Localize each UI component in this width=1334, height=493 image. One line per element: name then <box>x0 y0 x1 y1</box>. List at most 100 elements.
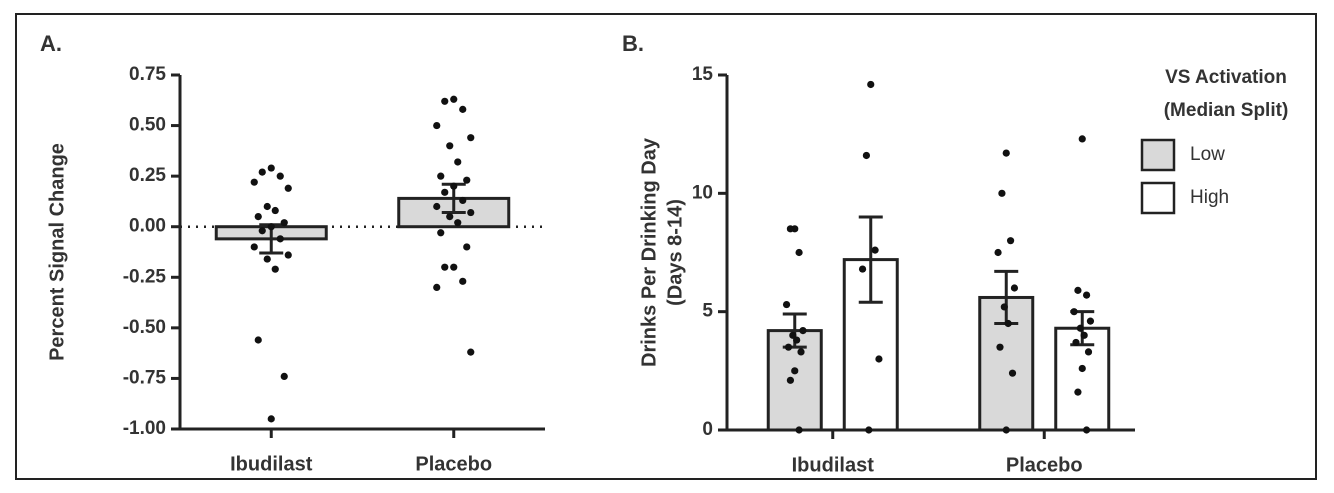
data-point <box>284 184 292 192</box>
data-point <box>280 372 288 381</box>
legend-label: Low <box>1190 144 1225 165</box>
data-point <box>1082 291 1091 299</box>
data-point <box>459 105 467 113</box>
x-tick-label: Ibudilast <box>792 454 875 476</box>
data-point <box>1076 324 1084 332</box>
data-point <box>450 263 458 271</box>
bar <box>766 329 823 432</box>
data-point <box>446 142 454 150</box>
legend-title: (Median Split) <box>1164 100 1289 121</box>
panel-label: B. <box>622 31 644 56</box>
data-point <box>459 196 467 205</box>
data-point <box>1008 369 1017 377</box>
data-point <box>782 300 791 309</box>
y-axis-label: Drinks Per Drinking Day <box>638 137 660 367</box>
x-tick-label: Placebo <box>415 453 492 475</box>
data-point <box>459 277 467 285</box>
y-tick-label: 0 <box>702 419 713 440</box>
data-point <box>862 151 871 160</box>
data-point <box>1074 388 1082 396</box>
y-tick-label: -0.50 <box>123 317 166 338</box>
data-point <box>276 235 284 243</box>
data-point <box>446 213 454 221</box>
data-point <box>795 248 803 257</box>
legend-label: High <box>1190 187 1229 208</box>
data-point <box>1086 317 1095 325</box>
data-point <box>1070 308 1078 316</box>
data-point <box>791 367 799 375</box>
legend-swatch <box>1140 181 1176 215</box>
data-point <box>865 426 873 434</box>
data-point <box>1010 284 1019 292</box>
data-point <box>1072 338 1080 347</box>
data-point <box>280 219 288 227</box>
data-point <box>441 263 449 271</box>
data-point <box>1084 348 1093 356</box>
y-tick-label: 0.00 <box>129 216 166 237</box>
y-tick-label: 5 <box>702 301 713 322</box>
data-point <box>463 176 471 184</box>
frame <box>15 13 1317 480</box>
data-point <box>271 265 279 273</box>
data-point <box>271 206 279 215</box>
data-point <box>267 415 275 423</box>
data-point <box>784 343 793 351</box>
panel-label: A. <box>40 31 62 56</box>
data-point <box>467 134 475 142</box>
data-point <box>1080 331 1088 339</box>
data-point <box>1004 319 1012 328</box>
data-point <box>258 227 266 235</box>
y-tick-label: 0.25 <box>129 165 166 186</box>
data-point <box>871 246 879 254</box>
data-point <box>433 283 441 291</box>
data-point <box>276 172 284 180</box>
data-point <box>437 172 445 180</box>
data-point <box>441 188 449 196</box>
data-point <box>1082 426 1091 434</box>
y-tick-label: -0.75 <box>123 367 167 388</box>
data-point <box>267 164 275 172</box>
x-tick-label: Placebo <box>1006 454 1083 476</box>
x-tick-label: Ibudilast <box>230 453 313 475</box>
y-tick-label: -0.25 <box>123 266 167 287</box>
data-point <box>1000 303 1008 311</box>
data-point <box>797 348 805 356</box>
y-tick-label: -1.00 <box>123 418 166 439</box>
data-point <box>437 229 445 237</box>
data-point <box>454 158 462 166</box>
data-point <box>467 208 475 217</box>
data-point <box>450 95 458 103</box>
data-point <box>433 121 441 130</box>
data-point <box>793 336 801 344</box>
y-tick-label: 15 <box>692 64 714 85</box>
data-point <box>284 251 292 259</box>
data-point <box>1006 237 1015 245</box>
data-point <box>1074 286 1082 294</box>
data-point <box>258 168 266 176</box>
data-point <box>463 243 471 251</box>
data-point <box>795 426 803 434</box>
data-point <box>250 243 258 251</box>
y-axis-label: (Days 8-14) <box>664 199 686 306</box>
data-point <box>998 189 1006 197</box>
y-axis-label: Percent Signal Change <box>46 143 68 361</box>
data-point <box>467 348 475 356</box>
data-point <box>994 248 1002 257</box>
data-point <box>433 202 441 211</box>
data-point <box>1078 135 1086 143</box>
data-point <box>799 327 807 335</box>
y-tick-label: 0.75 <box>129 64 166 85</box>
data-point <box>858 265 867 273</box>
data-point <box>1002 149 1010 157</box>
y-tick-label: 10 <box>692 182 713 203</box>
data-point <box>254 336 262 344</box>
data-point <box>450 182 458 190</box>
y-tick-label: 0.50 <box>129 115 166 136</box>
data-point <box>1002 426 1010 434</box>
data-point <box>1078 364 1086 373</box>
data-point <box>263 255 271 263</box>
legend-title: VS Activation <box>1165 67 1287 88</box>
data-point <box>867 80 875 89</box>
data-point <box>786 225 795 233</box>
data-point <box>267 223 275 231</box>
